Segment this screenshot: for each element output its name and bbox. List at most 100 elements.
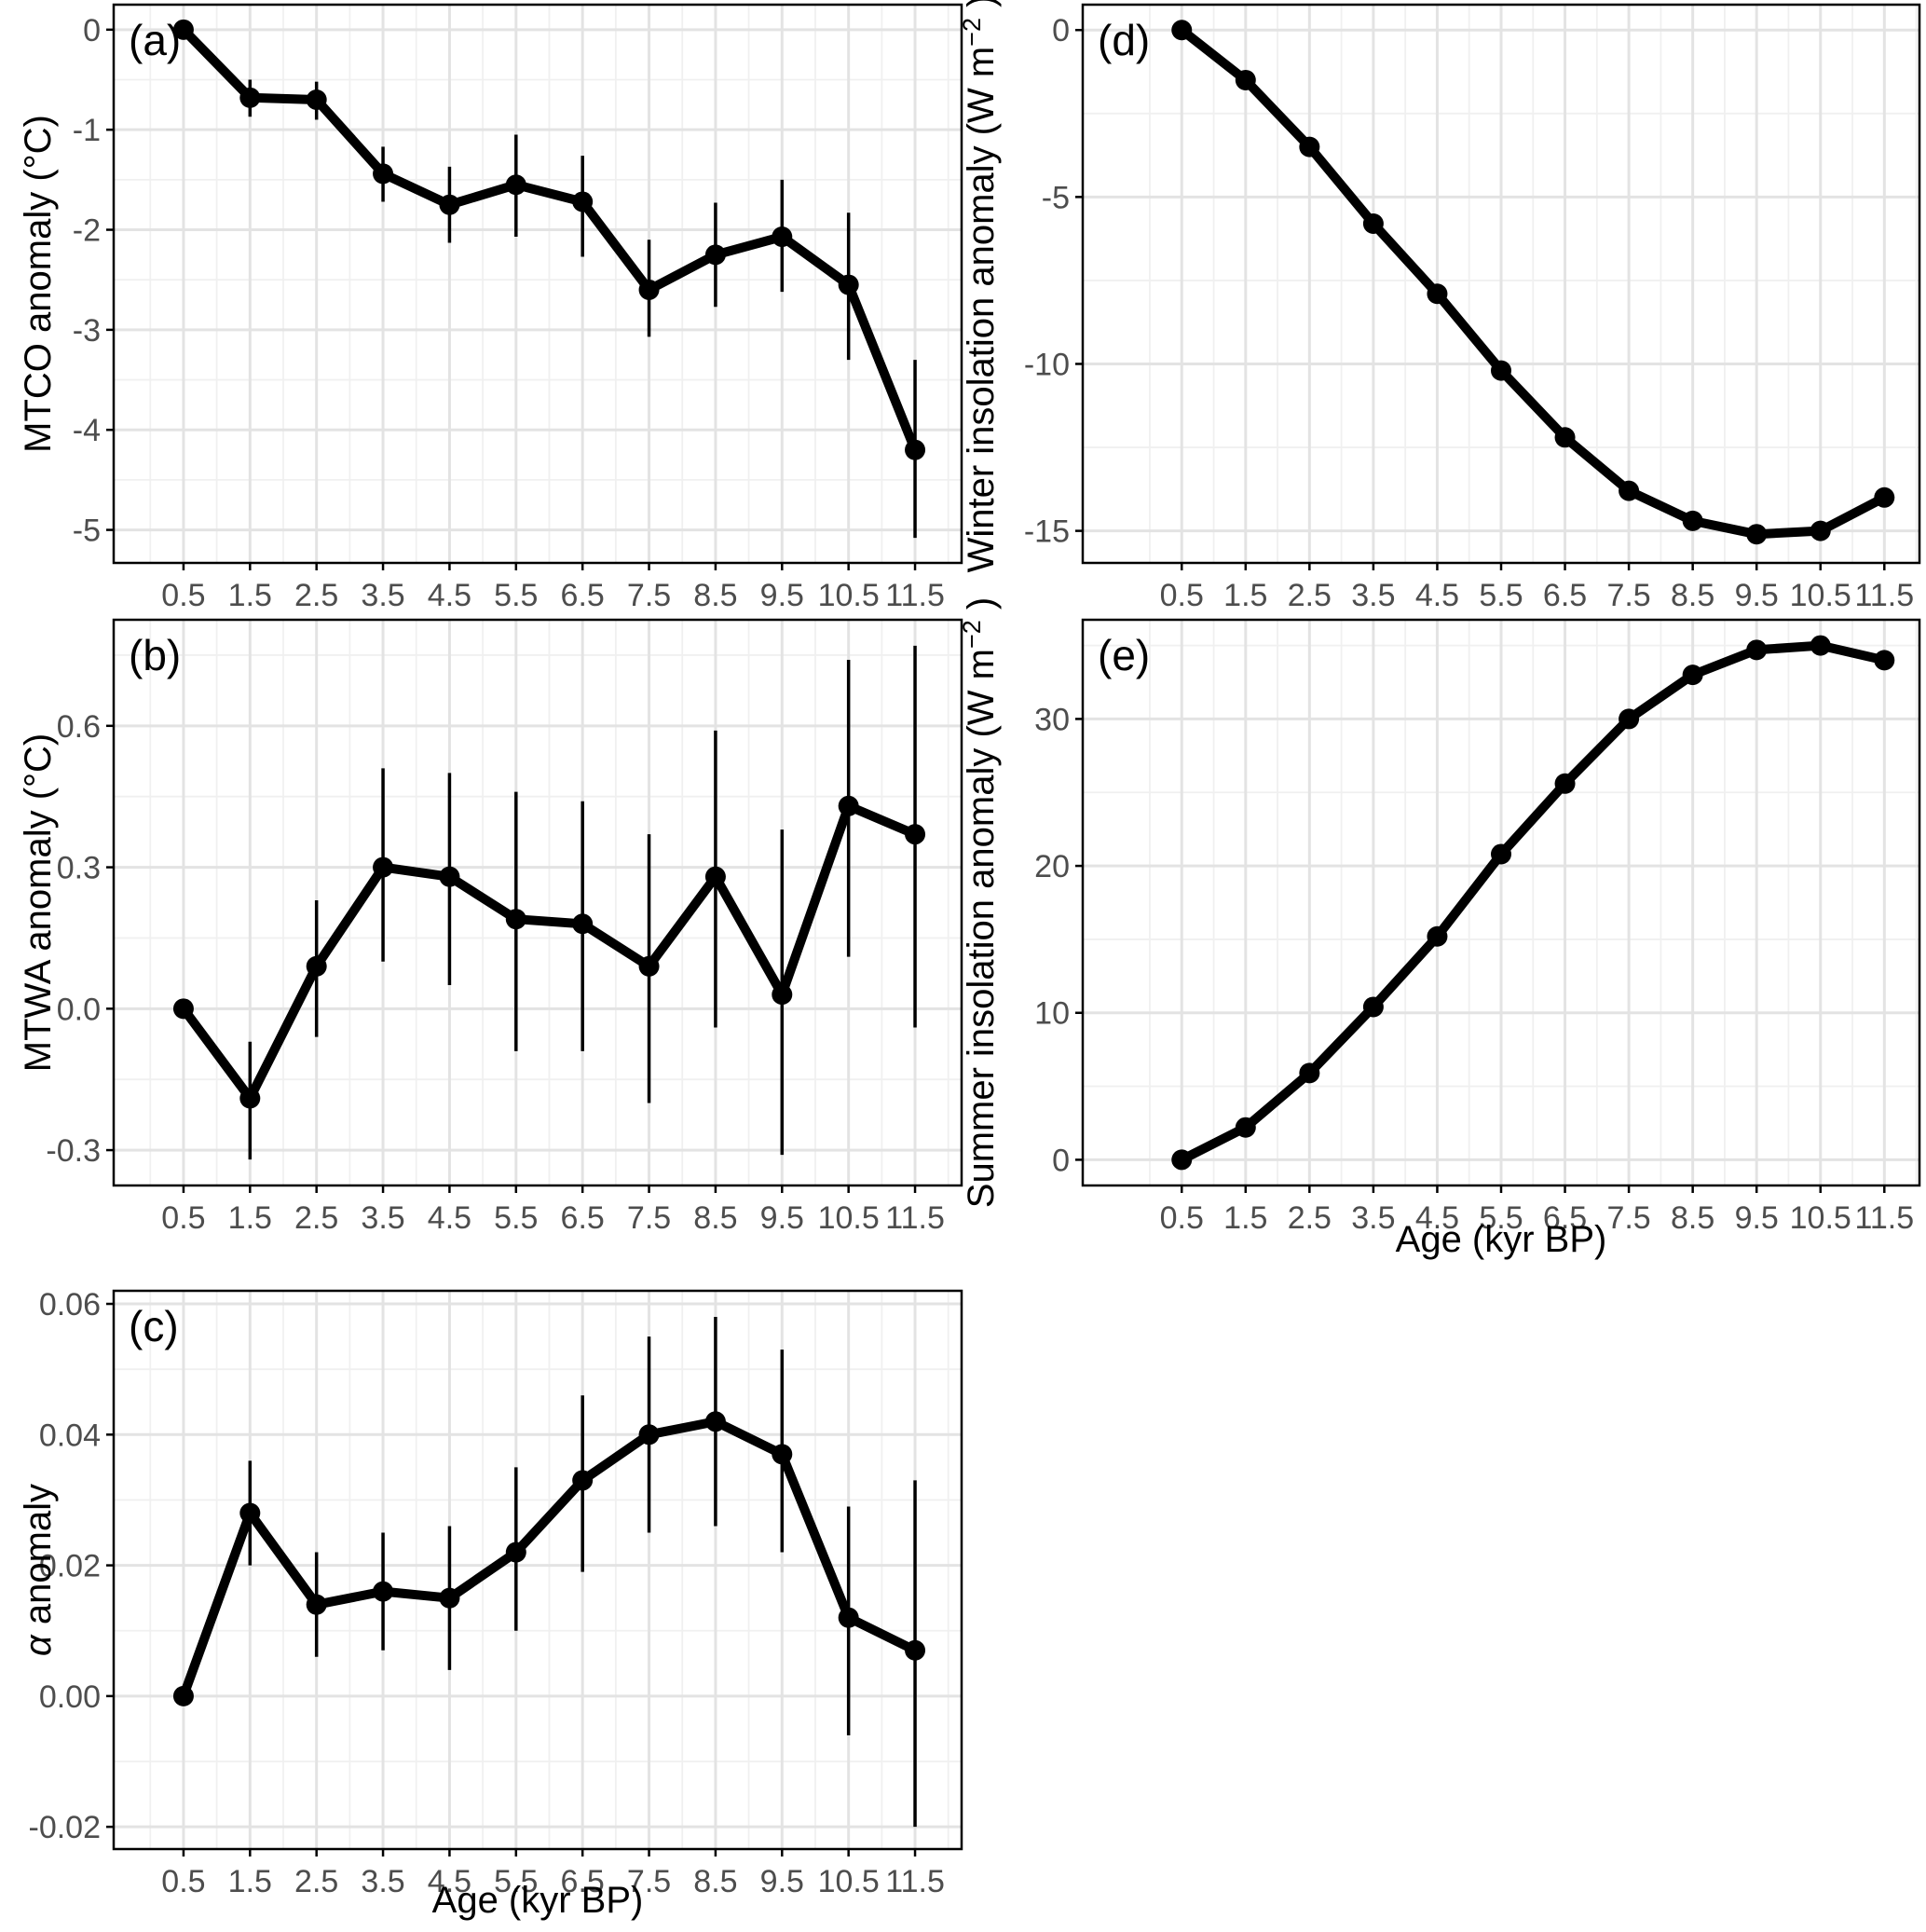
data-point [1746,524,1768,545]
y-tick-label: -5 [1042,180,1070,215]
y-axis-tick-labels: 0.6 0.3 0.0 -0.3 [46,709,101,1169]
y-axis-title: Winter insolation anomaly (W m−2 ) [958,0,1002,572]
x-axis-ticks [1181,563,1886,570]
data-point [1682,665,1703,686]
data-point [704,244,726,266]
x-tick-label: 7.5 [627,1864,671,1899]
x-axis-tick-labels: 0.5 1.5 2.5 3.5 4.5 5.5 6.5 7.5 8.5 9.5 10.5 11.5 [1160,1200,1915,1236]
y-tick-label: 10 [1034,996,1070,1032]
x-tick-label: 2.5 [294,1864,338,1899]
data-point [439,866,460,887]
data-point [638,955,660,977]
x-tick-label: 0.5 [161,578,205,613]
y-tick-label: 0 [1052,1143,1070,1178]
y-tick-label: -4 [73,413,101,448]
y-tick-label: 0.06 [39,1287,101,1322]
x-tick-label: 9.5 [1735,578,1779,613]
y-tick-label: -5 [73,514,101,549]
x-tick-label: 7.5 [627,1200,671,1236]
y-tick-label: 20 [1034,849,1070,884]
data-point [172,19,194,40]
x-tick-label: 1.5 [228,1200,272,1236]
x-tick-label: 0.5 [161,1864,205,1899]
y-axis-ticks [1075,718,1083,1161]
y-tick-label: 0.6 [57,709,101,745]
panel-border [112,3,963,565]
data-point [572,913,594,935]
data-point [1299,1062,1320,1084]
x-tick-label: 1.5 [1223,578,1267,613]
panel-letter: (c) [129,1302,179,1350]
panel-a: 0.5 1.5 2.5 3.5 4.5 5.5 6.5 7.5 8.5 9.5 10.5 11.5 0 -… [18,3,963,613]
y-tick-label: -1 [73,113,101,148]
data-point [1619,480,1640,501]
x-tick-label: 1.5 [228,1864,272,1899]
x-tick-label: 7.5 [1606,1200,1650,1236]
y-tick-label: -15 [1024,514,1070,550]
y-axis-tick-labels: 0 -5 -10 -15 [1024,13,1070,549]
x-tick-label: 5.5 [494,578,538,613]
data-point [1491,843,1511,865]
data-point [306,955,327,977]
x-axis-tick-labels: 0.5 1.5 2.5 3.5 4.5 5.5 6.5 7.5 8.5 9.5 10.5 11.5 [161,1200,945,1236]
y-tick-label: -10 [1024,347,1070,382]
series-line [1177,25,1890,540]
x-tick-label: 3.5 [361,578,404,613]
data-point [704,866,726,887]
data-point [1171,20,1193,41]
y-tick-label: 0.04 [39,1418,101,1453]
major-gridlines [114,1291,962,1849]
x-tick-label: 3.5 [361,1200,404,1236]
data-point [1362,996,1384,1018]
series-line [178,24,920,455]
data-point [772,226,793,248]
x-tick-label: 2.5 [294,578,338,613]
data-point [1427,283,1448,305]
x-tick-label: 7.5 [627,578,671,613]
panel-letter: (d) [1098,16,1150,64]
data-point [439,194,460,215]
x-tick-label: 11.5 [885,1864,945,1899]
data-point [905,439,926,460]
x-tick-label: 4.5 [1415,578,1459,613]
x-tick-label: 7.5 [1606,578,1650,613]
y-axis-title: α anomaly [18,1484,59,1656]
x-tick-label: 8.5 [1671,578,1714,613]
data-point [838,1607,859,1628]
y-tick-label: -3 [73,313,101,349]
x-tick-label: 4.5 [428,1864,471,1899]
x-tick-label: 2.5 [1288,1200,1332,1236]
data-point [1874,486,1895,508]
y-tick-label: -0.02 [29,1810,102,1845]
minor-gridlines [114,620,962,1185]
data-points [172,795,926,1109]
panel-d: 0.5 1.5 2.5 3.5 4.5 5.5 6.5 7.5 8.5 9.5 10.5 11.5 0 -… [958,0,1921,613]
data-point [172,998,194,1020]
x-tick-label: 2.5 [294,1200,338,1236]
x-tick-label: 10.5 [1790,578,1851,613]
y-axis-ticks [106,724,114,1152]
series-line [178,1417,920,1701]
y-tick-label: -0.3 [46,1133,101,1169]
y-tick-label: 0 [83,13,101,48]
x-tick-label: 8.5 [693,578,737,613]
panel-b: 0.5 1.5 2.5 3.5 4.5 5.5 6.5 7.5 8.5 9.5 10.5 11.50.… [18,618,963,1236]
x-tick-label: 11.5 [885,578,945,613]
x-axis-ticks [182,563,917,570]
data-point [505,1541,526,1563]
y-tick-label: 0.02 [39,1549,101,1584]
panel-letter: (b) [129,631,181,679]
series-line [1177,640,1890,1165]
data-point [638,279,660,300]
data-points [1171,635,1895,1171]
data-point [1619,708,1640,730]
x-tick-label: 0.5 [1160,1200,1204,1236]
major-gridlines [1083,5,1919,563]
data-point [638,1424,660,1446]
x-tick-label: 5.5 [494,1864,538,1899]
data-point [1682,510,1703,531]
data-point [704,1411,726,1432]
minor-gridlines [114,1291,962,1849]
